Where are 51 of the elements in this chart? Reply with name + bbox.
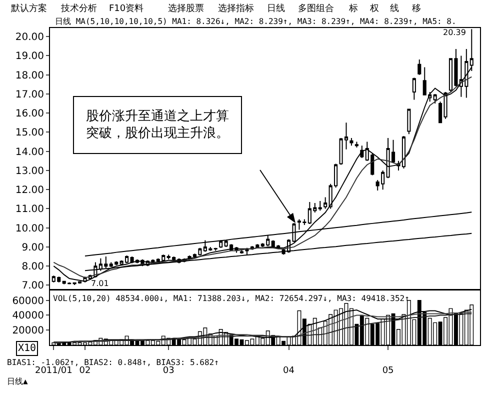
candlestick <box>214 247 218 252</box>
text: F10资料 <box>109 3 144 14</box>
y-tick-label: 18.00 <box>15 70 44 82</box>
y-tick-label: 7.00 <box>22 280 44 292</box>
x-tick-label: 02 <box>79 366 91 376</box>
text: 日线 MA(5,10,10,10,10,5) MA1: 8.326↓, MA2: 8.239↑, MA3: 8.239↑, MA4: 8.239↑, MA5: 8. <box>55 17 456 26</box>
y-tick-label: 19.00 <box>15 51 44 62</box>
x-tick-label: 04 <box>283 366 295 376</box>
y-tick-label: 13.00 <box>15 166 44 177</box>
text: 权 <box>369 3 379 14</box>
y-tick-label: 16.00 <box>15 108 44 120</box>
candlestick <box>219 240 223 248</box>
x-tick-label: 05 <box>382 366 394 376</box>
candlestick <box>318 200 322 212</box>
y-tick-label: 14.00 <box>15 146 44 158</box>
text: 技术分析 <box>60 3 97 14</box>
candlestick <box>354 141 358 148</box>
text: 日线▲ <box>7 377 28 386</box>
annotation: 20.39 <box>443 28 466 37</box>
text: 移 <box>412 3 421 14</box>
text: 标 <box>348 3 358 14</box>
candlestick <box>407 108 411 135</box>
y-tick-label: 15.00 <box>15 128 44 139</box>
y-tick-label: 60000 <box>12 296 44 307</box>
y-tick-label: 10.00 <box>15 223 44 234</box>
text: 线 <box>390 3 399 14</box>
y-tick-label: 11.00 <box>15 204 44 216</box>
annotation: VOL(5,10,20) 48534.000↓, MA1: 71388.203↓, MA2: 72654.297↓, MA3: 49418.352↑ <box>53 294 410 303</box>
candlestick <box>433 93 437 104</box>
text: 选择指标 <box>218 3 254 14</box>
text: 多图组合 <box>298 3 334 14</box>
candlestick <box>412 77 416 100</box>
text: X10 <box>18 343 36 354</box>
x-tick-label: 2011/01 <box>34 366 72 376</box>
text: 选择股票 <box>168 3 204 14</box>
y-tick-label: 20.00 <box>15 32 44 44</box>
y-tick-label: 17.00 <box>15 89 44 100</box>
text: BIAS1: -1.062↑, BIAS2: 0.848↑, BIAS3: 5.682↑ <box>7 358 219 367</box>
y-tick-label: 9.00 <box>22 242 44 254</box>
y-tick-label: 20000 <box>12 326 44 337</box>
y-tick-label: 12.00 <box>15 185 44 196</box>
text: 日线 <box>267 3 285 14</box>
candlestick <box>350 137 354 146</box>
y-tick-label: 40000 <box>12 310 44 322</box>
y-tick-label: 8.00 <box>22 262 44 273</box>
candlestick <box>418 59 422 76</box>
x-tick-label: 03 <box>162 366 174 376</box>
text: 默认方案 <box>10 3 47 14</box>
annotation: 股价涨升至通道之上才算突破，股价出现主升浪。 <box>86 109 229 141</box>
annotation: 7.01 <box>91 279 109 288</box>
candlestick <box>324 196 328 210</box>
